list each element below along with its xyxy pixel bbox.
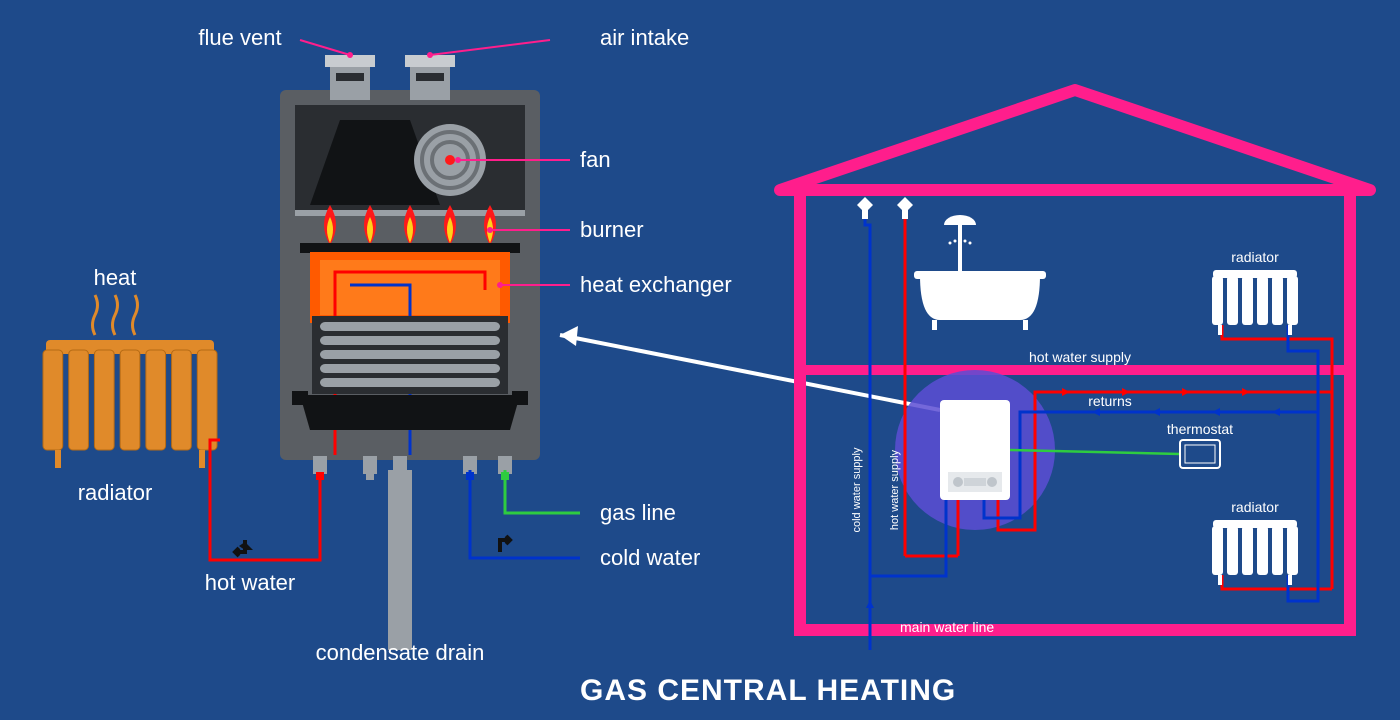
diagram-canvas: heat radiator hot water flue vent air in… xyxy=(0,0,1400,720)
svg-text:radiator: radiator xyxy=(1231,249,1279,265)
heat-exchanger-label: heat exchanger xyxy=(580,272,732,297)
radiator-label: radiator xyxy=(78,480,153,505)
gas-line-label: gas line xyxy=(600,500,676,525)
diagram-title: GAS CENTRAL HEATING xyxy=(580,674,956,707)
condensate-drain-pipe xyxy=(388,470,412,650)
svg-text:hot water supply: hot water supply xyxy=(889,449,901,530)
fan-label: fan xyxy=(580,147,611,172)
svg-text:main water line: main water line xyxy=(900,619,994,635)
boiler-cutaway xyxy=(280,55,540,480)
air-intake-label: air intake xyxy=(600,25,689,50)
cold-water-label: cold water xyxy=(600,545,700,570)
heat-label: heat xyxy=(94,265,137,290)
svg-text:cold water supply: cold water supply xyxy=(851,447,863,532)
condensate-drain-label: condensate drain xyxy=(316,640,485,665)
svg-text:thermostat: thermostat xyxy=(1167,421,1233,437)
svg-text:radiator: radiator xyxy=(1231,499,1279,515)
svg-text:hot water supply: hot water supply xyxy=(1029,349,1131,365)
flue-vent-label: flue vent xyxy=(198,25,281,50)
hot-water-label: hot water xyxy=(205,570,296,595)
svg-text:returns: returns xyxy=(1088,393,1132,409)
burner-label: burner xyxy=(580,217,644,242)
